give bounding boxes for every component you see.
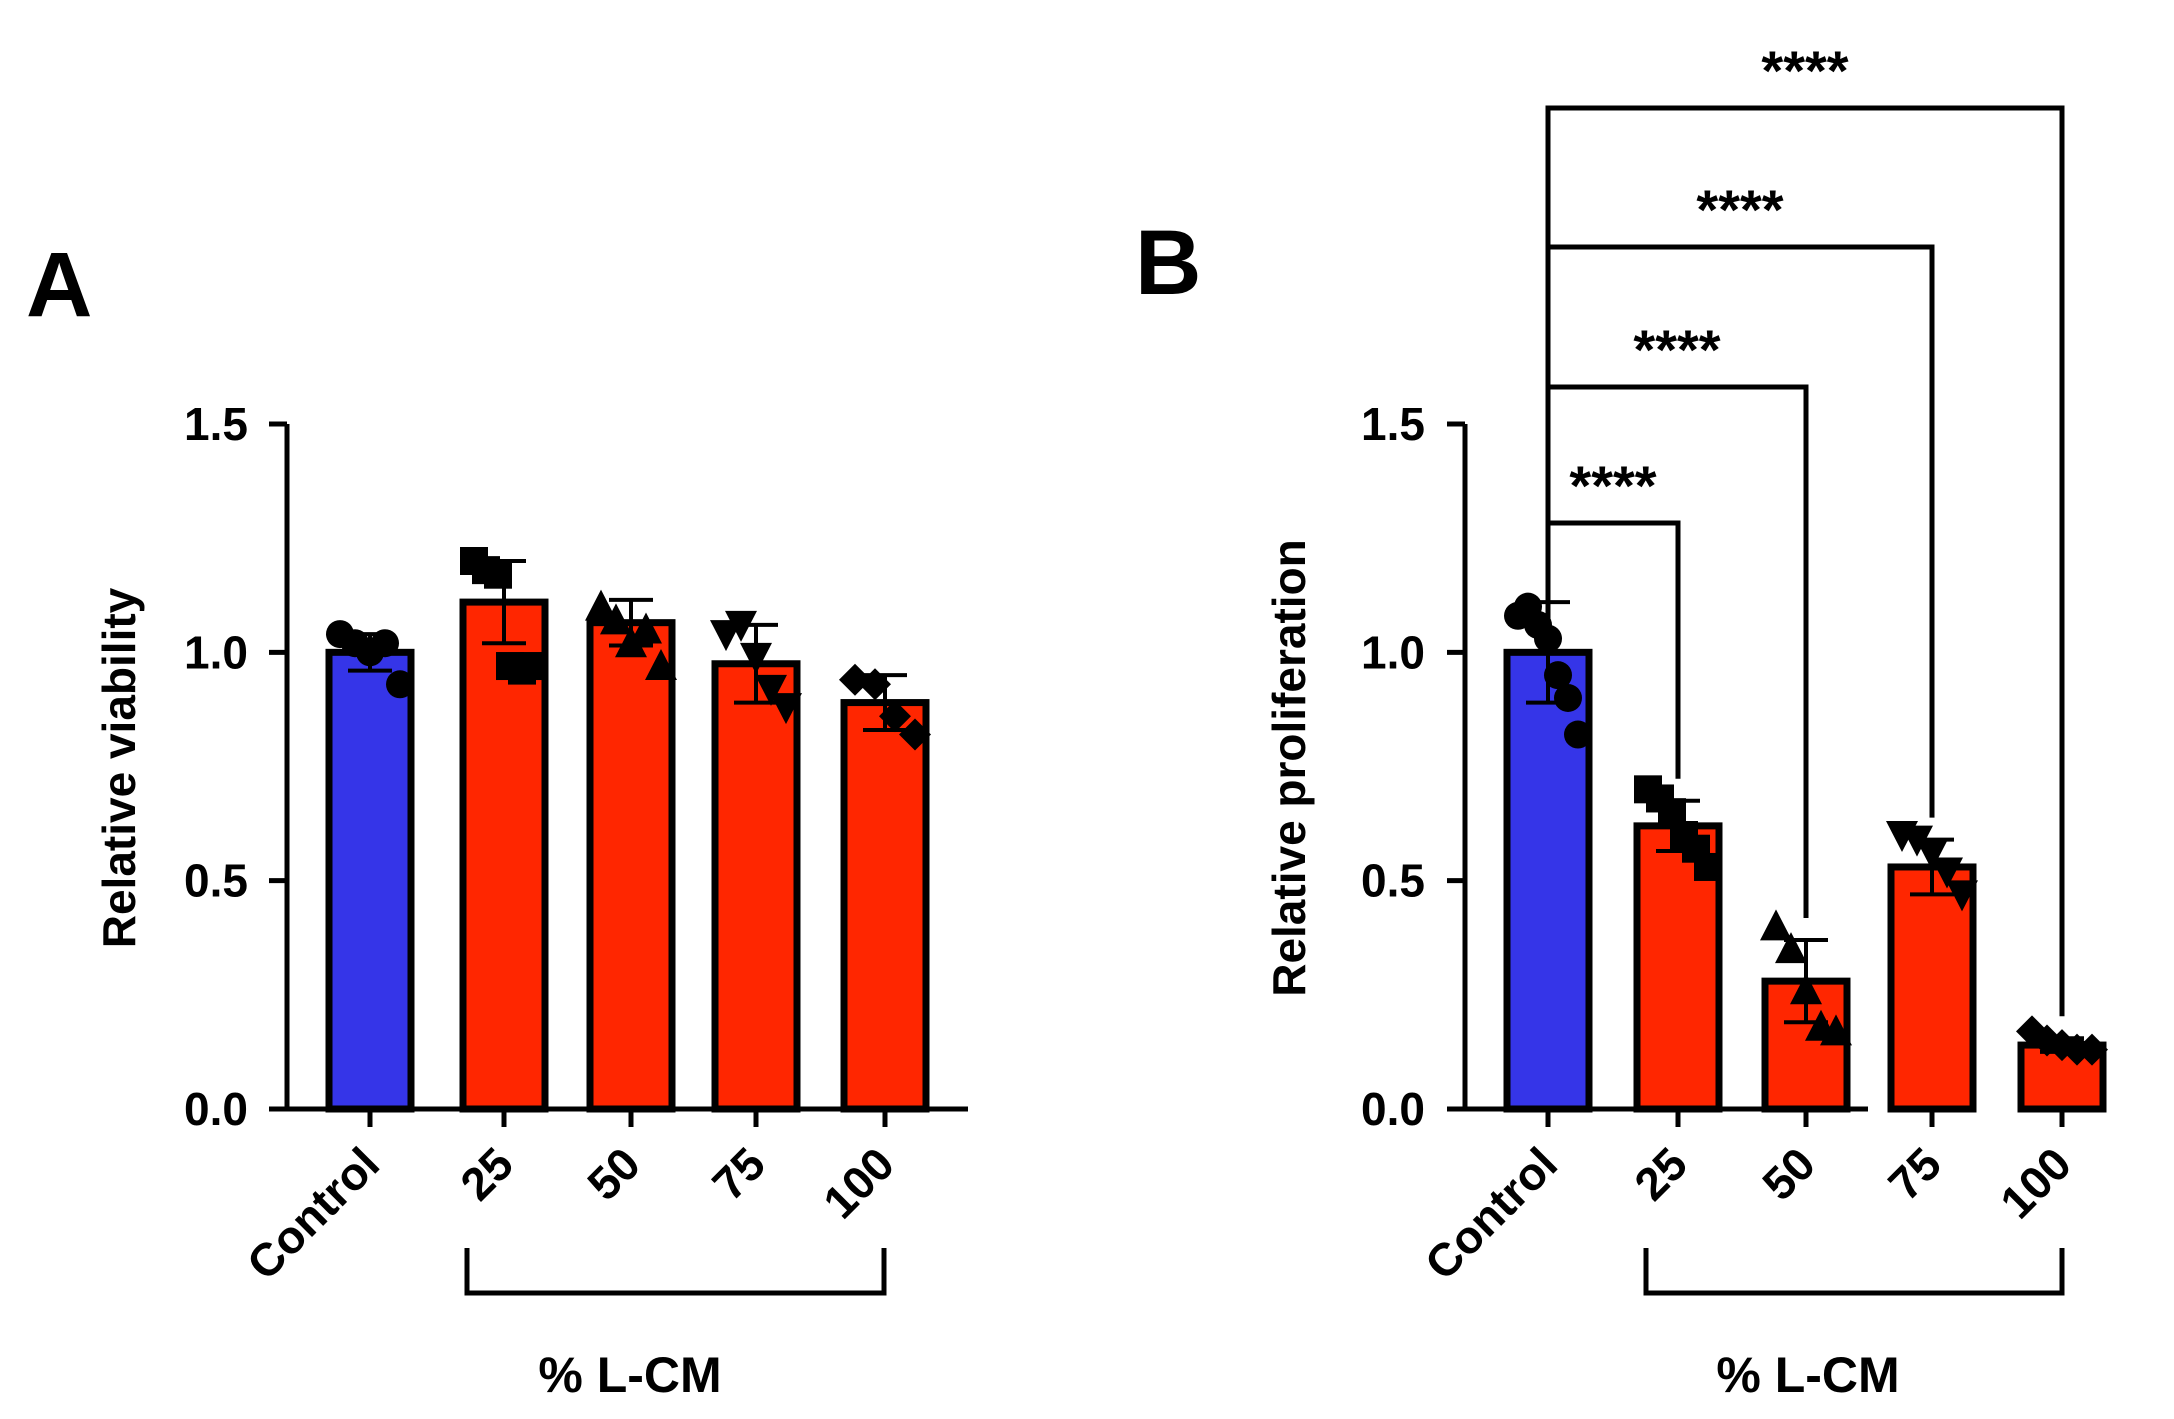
panel-a-data-point (899, 718, 931, 751)
panel-b-significance-label: **** (1633, 318, 1720, 381)
panel-b-data-point (1554, 684, 1582, 712)
panel-b-data-point (1534, 624, 1562, 653)
panel-b-data-point (1544, 661, 1572, 690)
panel-a-data-point (859, 668, 891, 701)
panel-a-category-label: Control (237, 1137, 389, 1289)
panel-a-y-tick-label: 0.0 (184, 1083, 248, 1135)
panel-a-group-bracket (464, 1248, 887, 1296)
panel-b-data-point (2076, 1033, 2108, 1066)
panel-b-group-bracket (1643, 1248, 2065, 1296)
panel-b-chart: Relative proliferation % L-CM 0.0 0.5 1.0 1… (1263, 39, 2108, 1403)
panel-a-bar-25 (459, 598, 549, 1113)
panel-b-data-point (1564, 720, 1592, 749)
panel-a-data-point (371, 629, 399, 658)
panel-a-y-axis-title: Relative viability (93, 587, 145, 948)
panel-a-category-label: 75 (702, 1137, 775, 1210)
panel-b-y-tick-label: 1.0 (1361, 626, 1425, 678)
panel-a-bar-50 (586, 619, 676, 1113)
panel-b-data-point (1760, 909, 1792, 941)
panel-b-data-point (1820, 1014, 1852, 1046)
panel-b-category-label: 75 (1878, 1137, 1951, 1210)
panel-a-data-point (630, 612, 662, 644)
panel-a-data-point (600, 603, 632, 635)
panel-a-data-point (740, 642, 772, 674)
panel-a-x-axis-title: % L-CM (538, 1347, 721, 1403)
panel-a-chart: Relative viability % L-CM 0.0 0.5 1.0 1.5 Co… (93, 398, 968, 1403)
panel-a-data-point (585, 589, 617, 621)
panel-a-category-label: 25 (450, 1137, 523, 1210)
panel-b-significance-label: **** (1569, 454, 1656, 517)
panel-a-data-point (484, 560, 512, 589)
panel-a-category-label: 50 (577, 1137, 650, 1210)
panel-a-data-point (770, 693, 802, 725)
panel-b-x-axis-title: % L-CM (1716, 1347, 1899, 1403)
panel-b-data-point (1790, 973, 1822, 1005)
panel-b-significance-label: **** (1761, 39, 1848, 102)
panel-a-bar-100 (840, 699, 930, 1113)
panel-b-category-label: Control (1415, 1137, 1567, 1289)
panel-a-bar-control (325, 648, 415, 1113)
panel-b-y-tick-label: 0.0 (1361, 1083, 1425, 1135)
panel-a-data-point (879, 700, 911, 733)
panel-b-y-tick-label: 1.5 (1361, 398, 1425, 450)
panel-a-data-point (386, 670, 414, 699)
panel-a-y-tick-label: 0.5 (184, 855, 248, 907)
panel-b-category-label: 100 (1990, 1137, 2081, 1228)
panel-b-data-point (1916, 839, 1948, 871)
panel-a-y-tick-label: 1.5 (184, 398, 248, 450)
panel-a-y-tick-label: 1.0 (184, 626, 248, 678)
panel-b-y-axis-title: Relative proliferation (1263, 539, 1315, 997)
panel-b-significance-label: **** (1696, 178, 1783, 241)
panel-b-data-point (1694, 852, 1722, 881)
panel-b-data-point (1775, 932, 1807, 964)
panel-a-data-point (520, 652, 548, 681)
panel-b-y-tick-label: 0.5 (1361, 855, 1425, 907)
panel-b-significance-bracket (1545, 244, 1935, 818)
panel-b-significance-bracket (1545, 105, 2065, 1017)
panel-b-data-point (1946, 880, 1978, 912)
panel-a-data-point (755, 674, 787, 706)
panel-b-category-label: 50 (1752, 1137, 1825, 1210)
panel-a-data-point (725, 610, 757, 642)
panel-a-bar-75 (711, 660, 801, 1113)
panel-b-category-label: 25 (1624, 1137, 1697, 1210)
panel-a-category-label: 100 (813, 1137, 904, 1228)
panel-b-data-point (1931, 857, 1963, 889)
panel-a-letter: A (26, 234, 92, 336)
panel-a-data-point (645, 649, 677, 681)
panel-b-letter: B (1135, 212, 1201, 314)
